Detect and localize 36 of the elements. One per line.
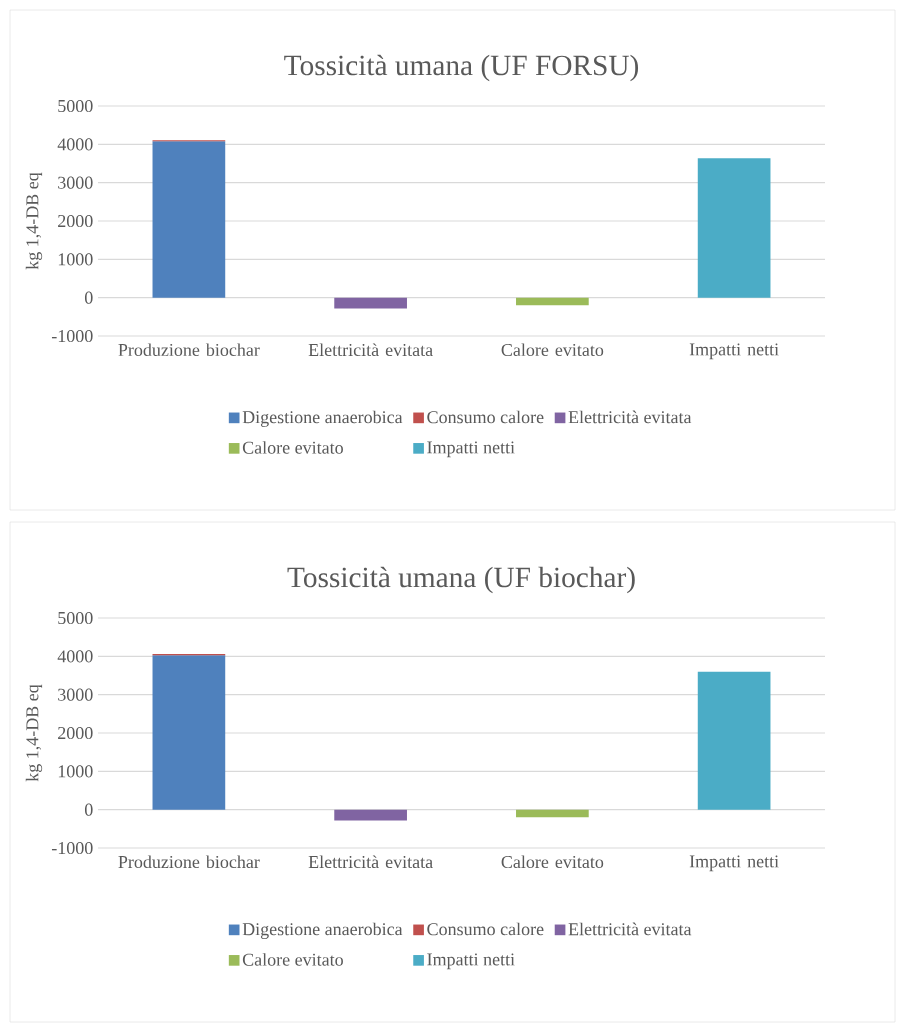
x-tick-label: Impatti netti bbox=[689, 343, 779, 360]
y-tick-label: 0 bbox=[84, 291, 93, 304]
y-tick-label: 4000 bbox=[57, 650, 93, 663]
chart-title: Tossicità umana (UF biochar) bbox=[287, 566, 635, 594]
x-tick-label: Elettricità evitata bbox=[308, 855, 433, 869]
legend-label: Elettricità evitata bbox=[568, 410, 692, 424]
y-tick-label: -1000 bbox=[51, 329, 93, 343]
x-tick-label: Elettricità evitata bbox=[308, 343, 433, 357]
y-tick-label: 0 bbox=[84, 803, 93, 816]
y-tick-label: 1000 bbox=[58, 765, 93, 778]
legend-label: Impatti netti bbox=[427, 953, 515, 970]
x-tick-label: Impatti netti bbox=[689, 855, 779, 872]
x-tick-label: Produzione biochar bbox=[118, 855, 260, 869]
x-tick-label: Calore evitato bbox=[501, 855, 604, 869]
y-tick-label: 5000 bbox=[58, 99, 93, 113]
chart-title: Tossicità umana (UF FORSU) bbox=[284, 54, 639, 82]
y-tick-label: 2000 bbox=[58, 726, 93, 740]
legend-label: Consumo calore bbox=[427, 922, 544, 936]
legend-label: Calore evitato bbox=[242, 441, 343, 454]
legend-label: Calore evitato bbox=[242, 953, 343, 966]
y-axis-title: kg 1,4-DB eq bbox=[25, 684, 43, 782]
y-axis-title: kg 1,4-DB eq bbox=[25, 172, 43, 270]
legend-label: Impatti netti bbox=[427, 441, 515, 458]
legend-label: Elettricità evitata bbox=[568, 922, 692, 936]
y-tick-label: 1000 bbox=[58, 253, 93, 266]
x-tick-label: Calore evitato bbox=[501, 343, 604, 357]
y-tick-label: 2000 bbox=[58, 214, 93, 228]
y-tick-label: 4000 bbox=[57, 138, 93, 151]
y-tick-label: -1000 bbox=[51, 841, 93, 855]
y-tick-label: 5000 bbox=[58, 611, 93, 625]
legend-label: Digestione anaerobica bbox=[242, 922, 403, 939]
x-tick-label: Produzione biochar bbox=[118, 343, 260, 357]
legend-label: Consumo calore bbox=[427, 410, 544, 424]
y-tick-label: 3000 bbox=[58, 688, 93, 701]
y-tick-label: 3000 bbox=[58, 176, 93, 189]
legend-label: Digestione anaerobica bbox=[242, 410, 403, 427]
